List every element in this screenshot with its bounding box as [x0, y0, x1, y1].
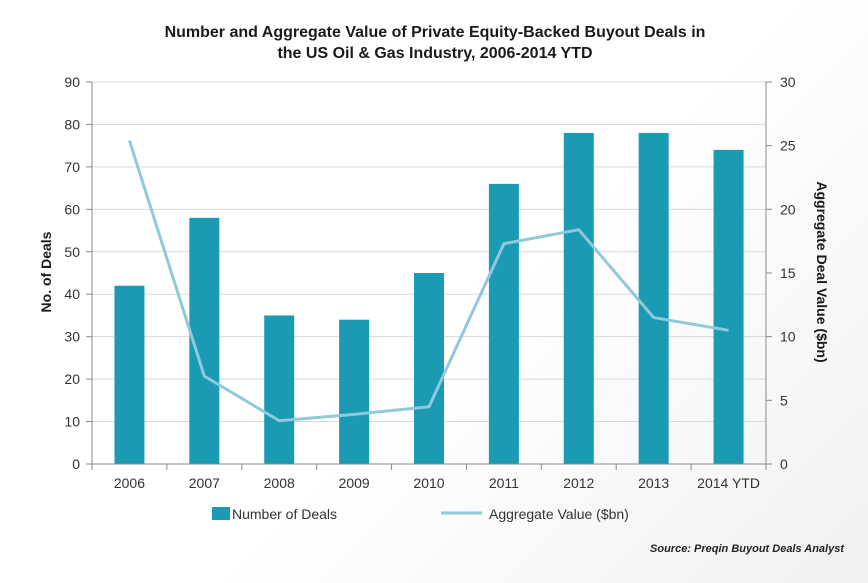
bar-number-of-deals	[638, 132, 669, 464]
y-tick-label: 40	[64, 286, 80, 302]
y-tick-label: 0	[72, 456, 80, 472]
y-tick-label: 80	[64, 116, 80, 132]
bar-number-of-deals	[713, 149, 744, 464]
x-tick-label: 2010	[413, 475, 444, 491]
legend-swatch-deals	[212, 507, 230, 520]
x-tick-label: 2012	[563, 475, 594, 491]
y2-axis-title: Aggregate Deal Value ($bn)	[814, 181, 830, 362]
bar-number-of-deals	[339, 319, 370, 464]
y2-tick-label: 0	[780, 456, 788, 472]
y2-tick-label: 25	[780, 138, 796, 154]
y2-tick-label: 5	[780, 392, 788, 408]
y-tick-label: 20	[64, 371, 80, 387]
axes: 0 10 20 30 40 50 60 70 80 90 0 5 10 15 20 25 30 2006 2007 2…	[64, 74, 795, 491]
chart-title-line-1: Number and Aggregate Value of Private Eq…	[164, 24, 706, 41]
bar-series	[114, 132, 744, 464]
line-series	[128, 140, 729, 423]
x-tick-label: 2008	[264, 475, 295, 491]
legend: Number of Deals Aggregate Value ($bn)	[212, 506, 629, 522]
bar-number-of-deals	[488, 183, 519, 464]
y2-tick-label: 20	[780, 201, 796, 217]
chart-title: Number and Aggregate Value of Private Eq…	[80, 22, 790, 64]
y-tick-label: 60	[64, 201, 80, 217]
x-tick-label: 2007	[189, 475, 220, 491]
chart-title-line-2: the US Oil & Gas Industry, 2006-2014 YTD	[277, 45, 593, 62]
legend-label-value: Aggregate Value ($bn)	[489, 506, 629, 522]
y-tick-label: 50	[64, 244, 80, 260]
y-tick-label: 30	[64, 329, 80, 345]
y-tick-label: 90	[64, 74, 80, 90]
x-tick-label: 2011	[489, 475, 519, 491]
y2-tick-label: 30	[780, 74, 796, 90]
legend-label-deals: Number of Deals	[232, 506, 337, 522]
bar-number-of-deals	[414, 273, 444, 464]
y-axis-title: No. of Deals	[38, 231, 54, 312]
x-tick-label: 2009	[339, 475, 370, 491]
x-tick-label: 2006	[114, 475, 145, 491]
y2-tick-label: 15	[780, 265, 796, 281]
x-tick-label: 2014 YTD	[697, 475, 760, 491]
x-tick-label: 2013	[638, 475, 669, 491]
y-tick-label: 70	[64, 159, 80, 175]
bar-number-of-deals	[114, 285, 145, 464]
y2-tick-label: 10	[780, 329, 796, 345]
source-note: Source: Preqin Buyout Deals Analyst	[650, 543, 844, 555]
y-tick-label: 10	[64, 414, 80, 430]
bar-number-of-deals	[563, 132, 594, 464]
bar-number-of-deals	[264, 315, 295, 464]
